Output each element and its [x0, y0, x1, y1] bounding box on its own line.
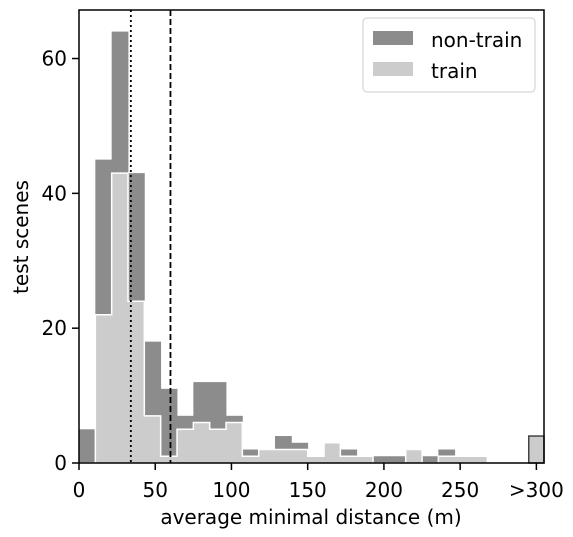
- bar-non-train-19: [389, 456, 407, 463]
- bar-train-8: [209, 429, 227, 463]
- x-tick-label: 0: [73, 478, 86, 502]
- bar-train-22: [438, 456, 456, 463]
- bar-train-6: [177, 429, 194, 463]
- x-tick-label: >300: [509, 478, 564, 502]
- bar-non-train-5: [160, 388, 178, 463]
- bar-train-5: [160, 456, 178, 463]
- bar-train-2: [111, 173, 129, 464]
- bar-train-14: [307, 456, 325, 463]
- bar-train-12: [275, 449, 292, 463]
- x-tick-label: 100: [212, 478, 250, 502]
- bar-train-11: [258, 449, 276, 463]
- bar-train-3: [128, 301, 145, 463]
- bars-layer: [79, 31, 545, 464]
- legend-label-non-train: non-train: [431, 28, 522, 52]
- bar-train-15: [324, 442, 341, 463]
- legend: non-train train: [362, 17, 536, 93]
- x-axis-label: average minimal distance (m): [160, 505, 461, 529]
- y-tick-label: 0: [54, 451, 67, 475]
- bar-train-13: [291, 449, 309, 463]
- x-tick-label: 50: [143, 478, 168, 502]
- bar-train-16: [340, 456, 358, 463]
- reference-lines-layer: [129, 10, 172, 463]
- bar-non-train-18: [373, 456, 390, 463]
- bar-non-train-21: [422, 456, 439, 463]
- legend-label-train: train: [431, 59, 478, 83]
- bar-train-4: [144, 415, 162, 463]
- x-tick-label: 150: [289, 478, 327, 502]
- x-tick-label: 200: [365, 478, 403, 502]
- y-tick-label: 40: [42, 181, 67, 205]
- axes-layer: 0 50 100 150 200 250 >300 0 20 40 60: [42, 9, 564, 502]
- bar-non-train-0: [79, 429, 96, 463]
- legend-swatch-non-train: [373, 31, 413, 45]
- bar-train-7: [193, 422, 211, 463]
- train-outline: [79, 172, 537, 464]
- bar-train-20: [405, 449, 423, 463]
- bar-train-24: [471, 456, 488, 463]
- legend-swatch-train: [373, 62, 413, 76]
- bar-train-10: [242, 456, 260, 463]
- bar-train-23: [454, 456, 472, 463]
- y-tick-label: 20: [42, 316, 67, 340]
- y-tick-label: 60: [42, 47, 67, 71]
- plot-frame: [78, 9, 545, 464]
- bar-train-1: [95, 314, 113, 463]
- x-tick-label: 250: [441, 478, 479, 502]
- bar-train-17: [356, 456, 374, 463]
- bar-train-9: [226, 422, 243, 463]
- bar-overflow: [528, 435, 545, 464]
- y-axis-label: test scenes: [9, 180, 33, 294]
